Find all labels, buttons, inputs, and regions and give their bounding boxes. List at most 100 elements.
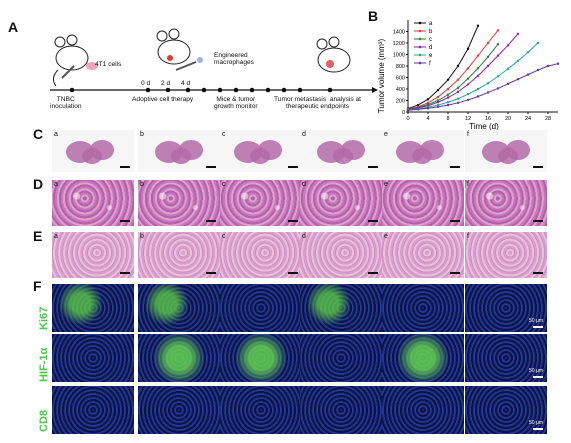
scale-bar-label: 50 μm	[529, 420, 543, 426]
x-axis-label: Time (d)	[469, 122, 499, 131]
row-label-ki67: Ki67	[38, 306, 50, 330]
data-point-f	[416, 108, 420, 111]
data-point-f	[436, 105, 440, 109]
fluorescence-tile	[220, 334, 302, 382]
scale-bar	[120, 272, 130, 274]
data-point-f	[516, 78, 520, 81]
y-tick-label: 200	[396, 99, 405, 105]
fluorescence-tile	[52, 284, 134, 332]
panel-letter-f: F	[33, 278, 42, 294]
legend-label-d: d	[429, 45, 432, 51]
lung-section-tile: c	[220, 130, 302, 172]
tile-label: c	[222, 131, 226, 138]
legend-label-f: f	[429, 61, 431, 67]
tile-label: f	[467, 181, 469, 188]
fluorescence-tile	[220, 284, 302, 332]
arrow-head-icon	[372, 87, 378, 93]
stage-therapy: Adoptive cell therapy	[132, 96, 194, 103]
x-tick-label: 28	[545, 116, 551, 122]
lung-section-image	[317, 140, 365, 164]
data-point-b	[466, 67, 470, 70]
data-point-b	[486, 41, 490, 45]
scale-bar	[533, 376, 543, 378]
he-lung-tile: f	[465, 180, 547, 226]
data-point-d	[456, 90, 460, 94]
tile-label: e	[384, 181, 388, 188]
he-tumor-tile: a	[52, 232, 134, 278]
engineered-macrophages-label: Engineered macrophages	[214, 52, 254, 67]
he-tumor-tile: e	[382, 232, 464, 278]
lung-section-image	[482, 140, 530, 164]
tumor-dot-icon	[167, 55, 173, 61]
panel-letter-a: A	[8, 19, 19, 35]
data-point-e	[506, 67, 510, 71]
lung-section-tile: f	[465, 130, 547, 172]
x-tick-label: 0	[406, 116, 409, 122]
data-point-f	[406, 109, 410, 112]
fluorescence-tile	[52, 386, 134, 434]
tile-label: b	[140, 233, 144, 240]
series-line-e	[407, 42, 539, 111]
tile-label: a	[54, 131, 58, 138]
data-point-a	[436, 88, 440, 92]
legend-label-c: c	[429, 37, 432, 43]
data-point-e	[456, 97, 460, 100]
scale-bar	[450, 166, 460, 168]
y-tick-label: 400	[396, 87, 405, 93]
data-point-c	[476, 67, 480, 70]
data-point-f	[446, 103, 450, 107]
data-point-b	[476, 54, 480, 57]
tile-label: d	[302, 233, 306, 240]
data-point-d	[496, 54, 500, 57]
data-point-f	[556, 62, 560, 65]
lung-section-tile: d	[300, 130, 382, 172]
data-point-e	[446, 101, 450, 104]
x-tick-label: 12	[465, 116, 471, 122]
fluorescence-tile: 50 μm	[465, 284, 547, 332]
syringe-icon	[175, 61, 197, 71]
tile-label: c	[222, 233, 226, 240]
he-lung-tile: c	[220, 180, 302, 226]
data-point-d	[436, 101, 440, 104]
data-point-f	[466, 98, 470, 102]
lung-section-image	[66, 140, 114, 164]
data-point-b	[496, 29, 500, 32]
data-point-b	[456, 78, 460, 82]
data-point-d	[476, 74, 480, 77]
fluorescence-tile	[300, 334, 382, 382]
data-point-a	[426, 98, 430, 101]
data-point-d	[466, 83, 470, 86]
scale-bar	[450, 272, 460, 274]
scale-bar	[368, 220, 378, 222]
lung-section-image	[396, 140, 444, 164]
scale-bar	[533, 272, 543, 274]
scale-bar-label: 50 μm	[529, 368, 543, 374]
y-tick-label: 0	[402, 110, 405, 116]
he-lung-tile: e	[382, 180, 464, 226]
y-tick-label: 1400	[393, 30, 405, 36]
data-point-f	[486, 91, 490, 94]
lung-section-image	[155, 140, 203, 164]
tile-label: d	[302, 181, 306, 188]
scale-bar	[533, 326, 543, 328]
row-label-cd8: CD8	[38, 409, 50, 432]
data-point-f	[546, 64, 550, 68]
data-point-e	[436, 103, 440, 107]
timeline-schematic	[50, 28, 378, 93]
tile-label: e	[384, 131, 388, 138]
series-line-d	[407, 33, 519, 111]
x-tick-label: 16	[485, 116, 491, 122]
scale-bar	[288, 166, 298, 168]
data-point-c	[496, 42, 500, 46]
legend-marker-e	[418, 53, 422, 57]
series-line-f	[407, 63, 559, 111]
panel-letter-d: D	[33, 176, 44, 192]
data-point-c	[466, 77, 470, 80]
scale-bar	[533, 166, 543, 168]
fluorescence-tile	[300, 284, 382, 332]
legend-marker-f	[418, 61, 422, 65]
day-label: 2 d	[161, 80, 171, 87]
data-point-a	[416, 103, 420, 107]
scale-bar	[288, 220, 298, 222]
fluorescence-tile	[138, 386, 220, 434]
